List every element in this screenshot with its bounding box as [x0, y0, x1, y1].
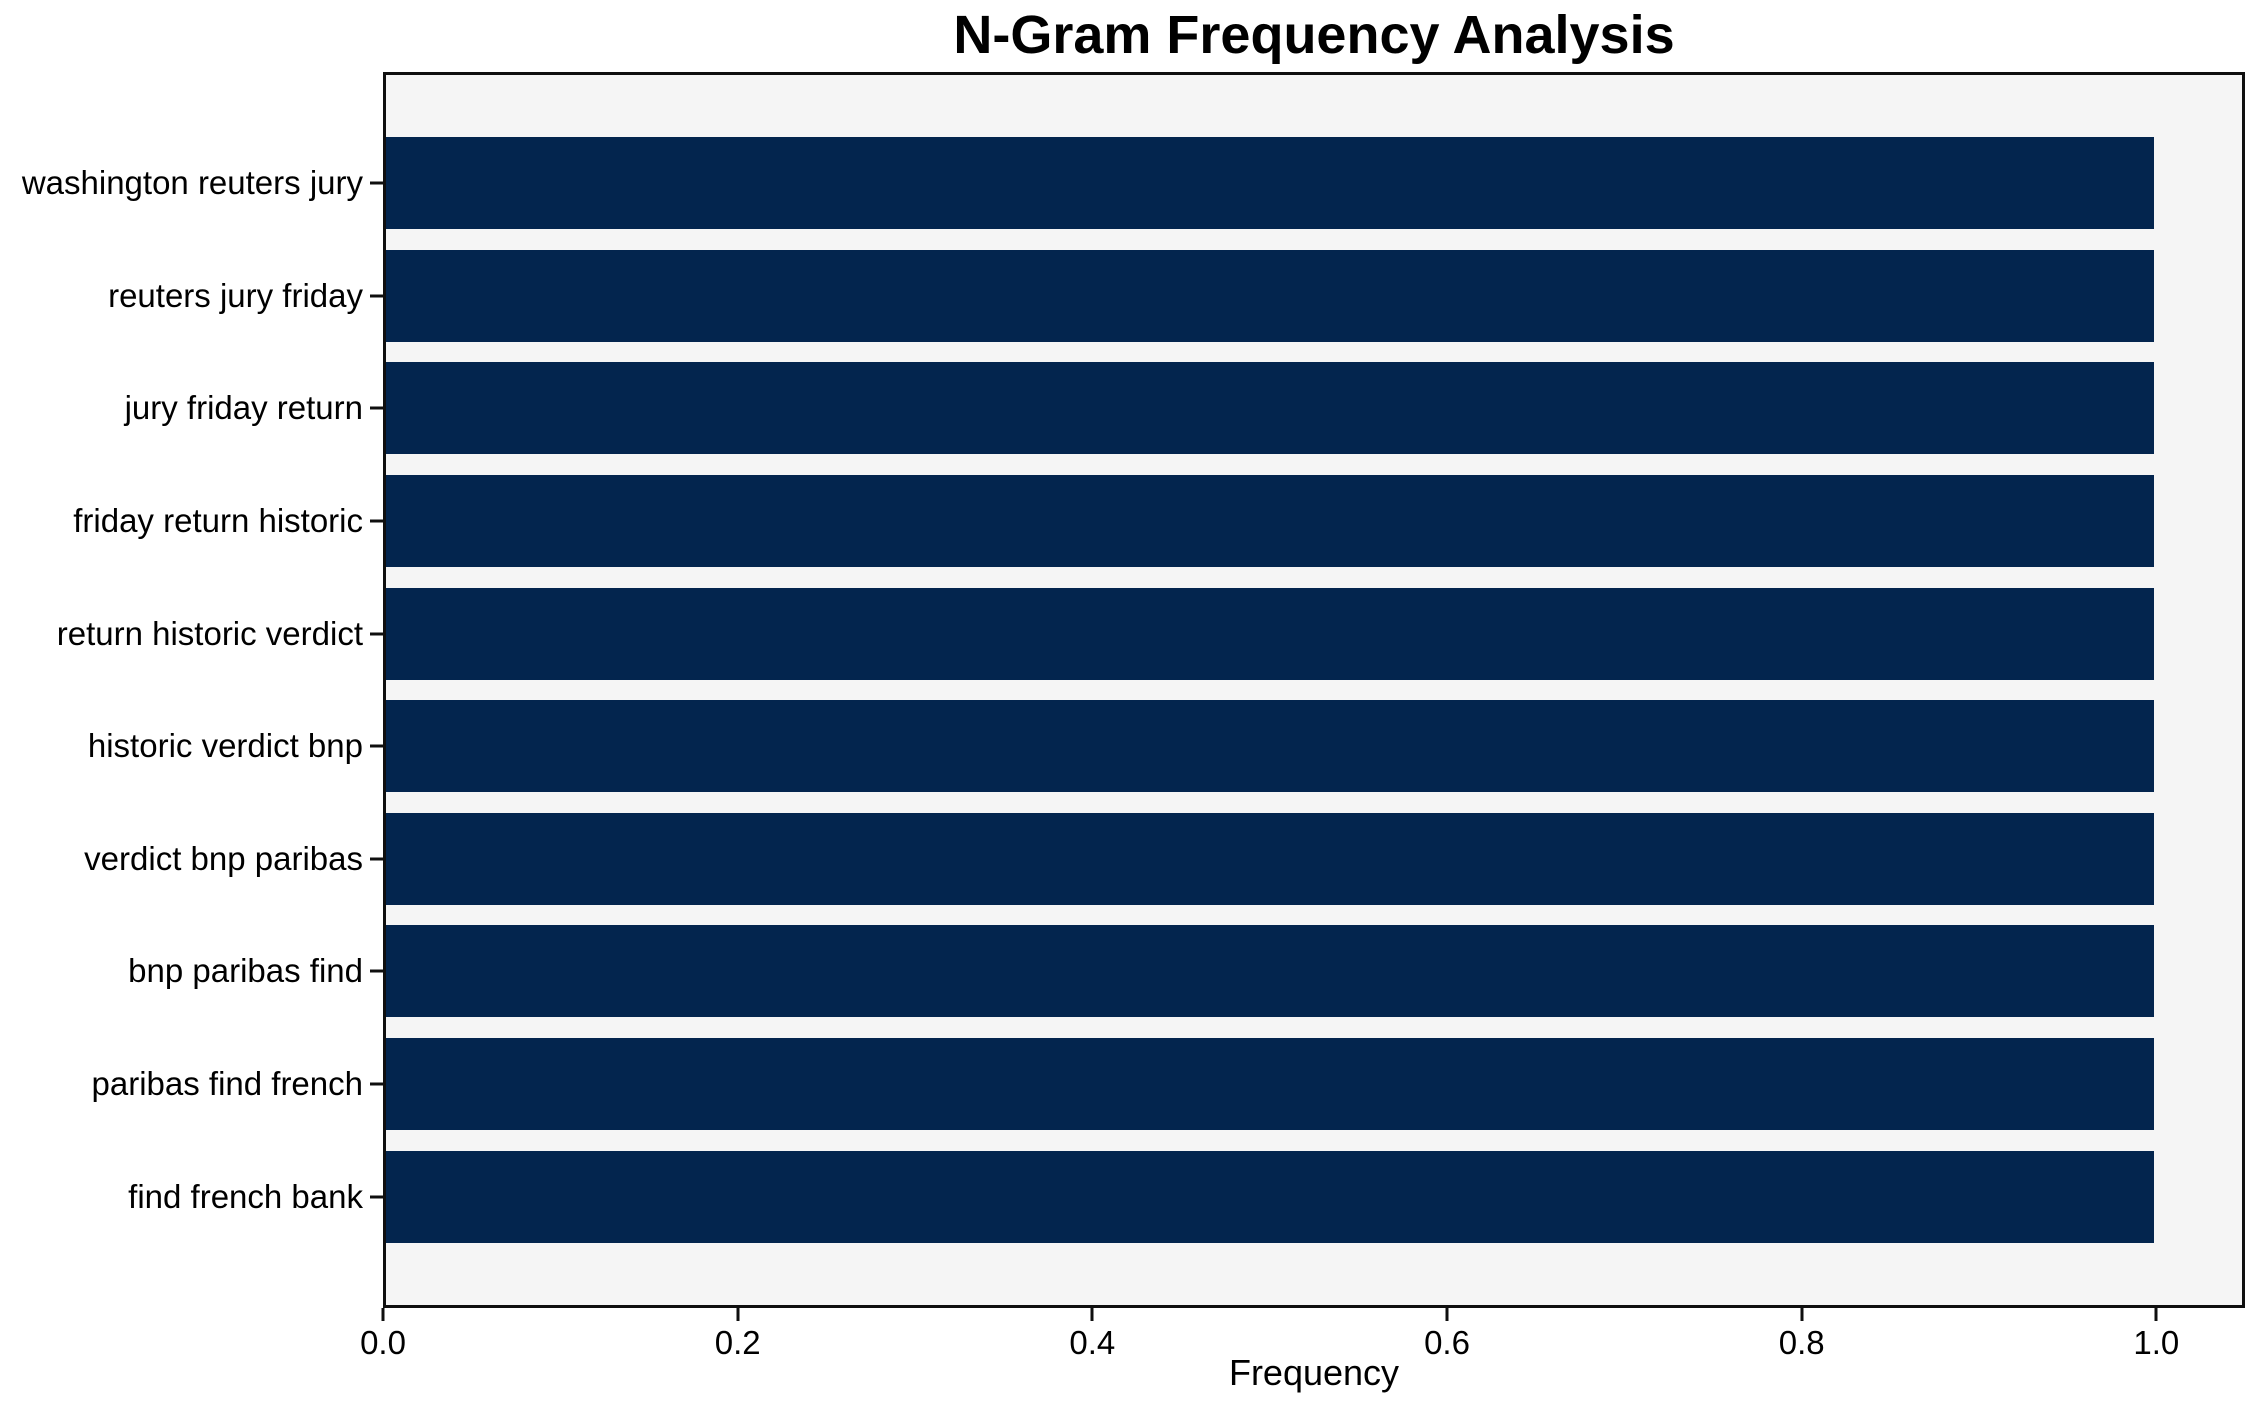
y-tick-mark: [370, 969, 383, 973]
bar-row: paribas find french: [92, 1028, 2242, 1141]
y-tick-mark: [370, 857, 383, 861]
chart-title: N-Gram Frequency Analysis: [953, 5, 1675, 65]
bar: [386, 475, 2154, 568]
y-tick-label: bnp paribas find: [128, 952, 363, 990]
y-tick-label: jury friday return: [124, 389, 363, 427]
y-tick-label: reuters jury friday: [108, 276, 363, 314]
bar-row: find french bank: [128, 1140, 2242, 1253]
y-tick-label: friday return historic: [73, 502, 363, 540]
bar: [386, 249, 2154, 342]
x-tick-mark: [381, 1308, 385, 1321]
bar: [386, 925, 2154, 1018]
y-tick-label: paribas find french: [91, 1065, 364, 1103]
bar-row: verdict bnp paribas: [84, 803, 2242, 916]
x-tick-mark: [1445, 1308, 1449, 1321]
x-tick-label: 0.8: [1778, 1324, 1825, 1361]
y-tick-label: return historic verdict: [56, 614, 363, 652]
y-tick-label: historic verdict bnp: [87, 727, 363, 765]
bar-row: return historic verdict: [57, 577, 2242, 690]
bar-row: friday return historic: [73, 465, 2242, 578]
y-tick-mark: [370, 181, 383, 185]
bar: [386, 700, 2154, 793]
x-tick-label: 0.6: [1424, 1324, 1470, 1361]
x-tick-label: 0.0: [360, 1324, 406, 1361]
x-tick-mark: [736, 1308, 740, 1321]
x-tick-label: 0.2: [714, 1324, 761, 1361]
bar: [386, 812, 2154, 905]
bar-row: historic verdict bnp: [88, 690, 2242, 803]
bar-row: reuters jury friday: [108, 240, 2242, 353]
x-axis-label: Frequency: [1228, 1352, 1400, 1393]
y-tick-label: washington reuters jury: [21, 164, 363, 202]
x-tick-label: 1.0: [2133, 1324, 2180, 1361]
bar-row: bnp paribas find: [128, 915, 2242, 1028]
y-tick-mark: [370, 744, 383, 748]
y-tick-mark: [370, 632, 383, 636]
y-tick-label: verdict bnp paribas: [84, 839, 363, 877]
x-tick-label: 0.4: [1069, 1324, 1116, 1361]
y-tick-mark: [370, 519, 383, 523]
plot-area: washington reuters jury reuters jury frid…: [22, 72, 2245, 1308]
x-tick-mark: [1800, 1308, 1804, 1321]
bar-row: washington reuters jury: [22, 127, 2242, 240]
y-tick-mark: [370, 1195, 383, 1199]
bar-row: jury friday return: [125, 352, 2242, 465]
x-tick-mark: [1090, 1308, 1094, 1321]
x-tick-mark: [2154, 1308, 2158, 1321]
y-tick-label: find french bank: [128, 1177, 363, 1215]
bar: [386, 1150, 2154, 1243]
y-tick-mark: [370, 1082, 383, 1086]
y-tick-mark: [370, 406, 383, 410]
bar: [386, 362, 2154, 455]
bar: [386, 137, 2154, 230]
x-axis: 0.0 0.2 0.4 0.6 0.8 1.0: [360, 1308, 2245, 1368]
y-tick-mark: [370, 294, 383, 298]
bar: [386, 1038, 2154, 1131]
bar: [386, 587, 2154, 680]
